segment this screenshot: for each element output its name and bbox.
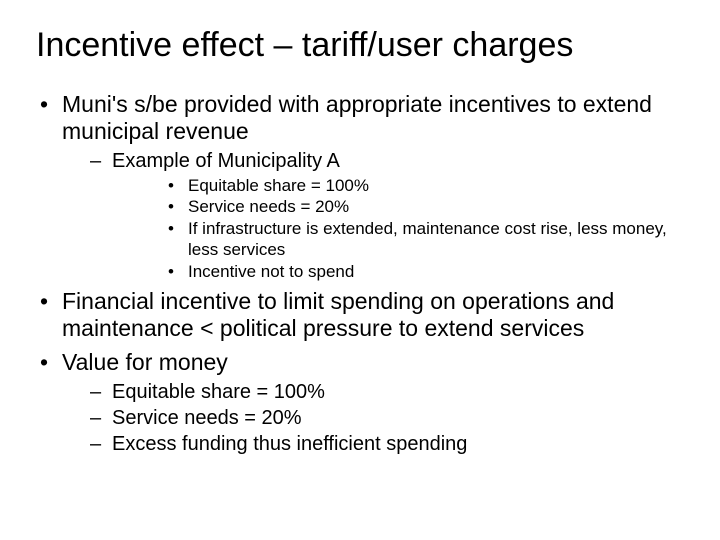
bullet-item: Service needs = 20% [62, 406, 684, 430]
bullet-item: Muni's s/be provided with appropriate in… [36, 91, 684, 282]
bullet-item: Service needs = 20% [112, 197, 684, 218]
bullet-item: Example of Municipality A Equitable shar… [62, 149, 684, 282]
bullet-list-level2: Example of Municipality A Equitable shar… [62, 149, 684, 282]
bullet-list-level1: Muni's s/be provided with appropriate in… [36, 91, 684, 457]
slide-title: Incentive effect – tariff/user charges [36, 26, 684, 65]
bullet-item: Excess funding thus inefficient spending [62, 432, 684, 456]
bullet-text: Muni's s/be provided with appropriate in… [62, 91, 652, 144]
bullet-item: If infrastructure is extended, maintenan… [112, 219, 684, 260]
bullet-item: Incentive not to spend [112, 262, 684, 283]
bullet-text: Value for money [62, 349, 228, 375]
bullet-list-level3: Equitable share = 100% Service needs = 2… [112, 176, 684, 283]
bullet-item: Equitable share = 100% [112, 176, 684, 197]
bullet-text: Equitable share = 100% [188, 176, 369, 195]
bullet-text: Financial incentive to limit spending on… [62, 288, 614, 341]
bullet-item: Financial incentive to limit spending on… [36, 288, 684, 342]
bullet-text: If infrastructure is extended, maintenan… [188, 219, 667, 259]
bullet-text: Example of Municipality A [112, 150, 340, 172]
bullet-text: Service needs = 20% [188, 197, 349, 216]
slide-container: Incentive effect – tariff/user charges M… [0, 0, 720, 540]
bullet-list-level2: Equitable share = 100% Service needs = 2… [62, 380, 684, 457]
bullet-text: Incentive not to spend [188, 262, 354, 281]
bullet-item: Equitable share = 100% [62, 380, 684, 404]
bullet-text: Equitable share = 100% [112, 381, 325, 403]
bullet-text: Excess funding thus inefficient spending [112, 433, 467, 455]
bullet-text: Service needs = 20% [112, 407, 302, 429]
bullet-item: Value for money Equitable share = 100% S… [36, 349, 684, 457]
